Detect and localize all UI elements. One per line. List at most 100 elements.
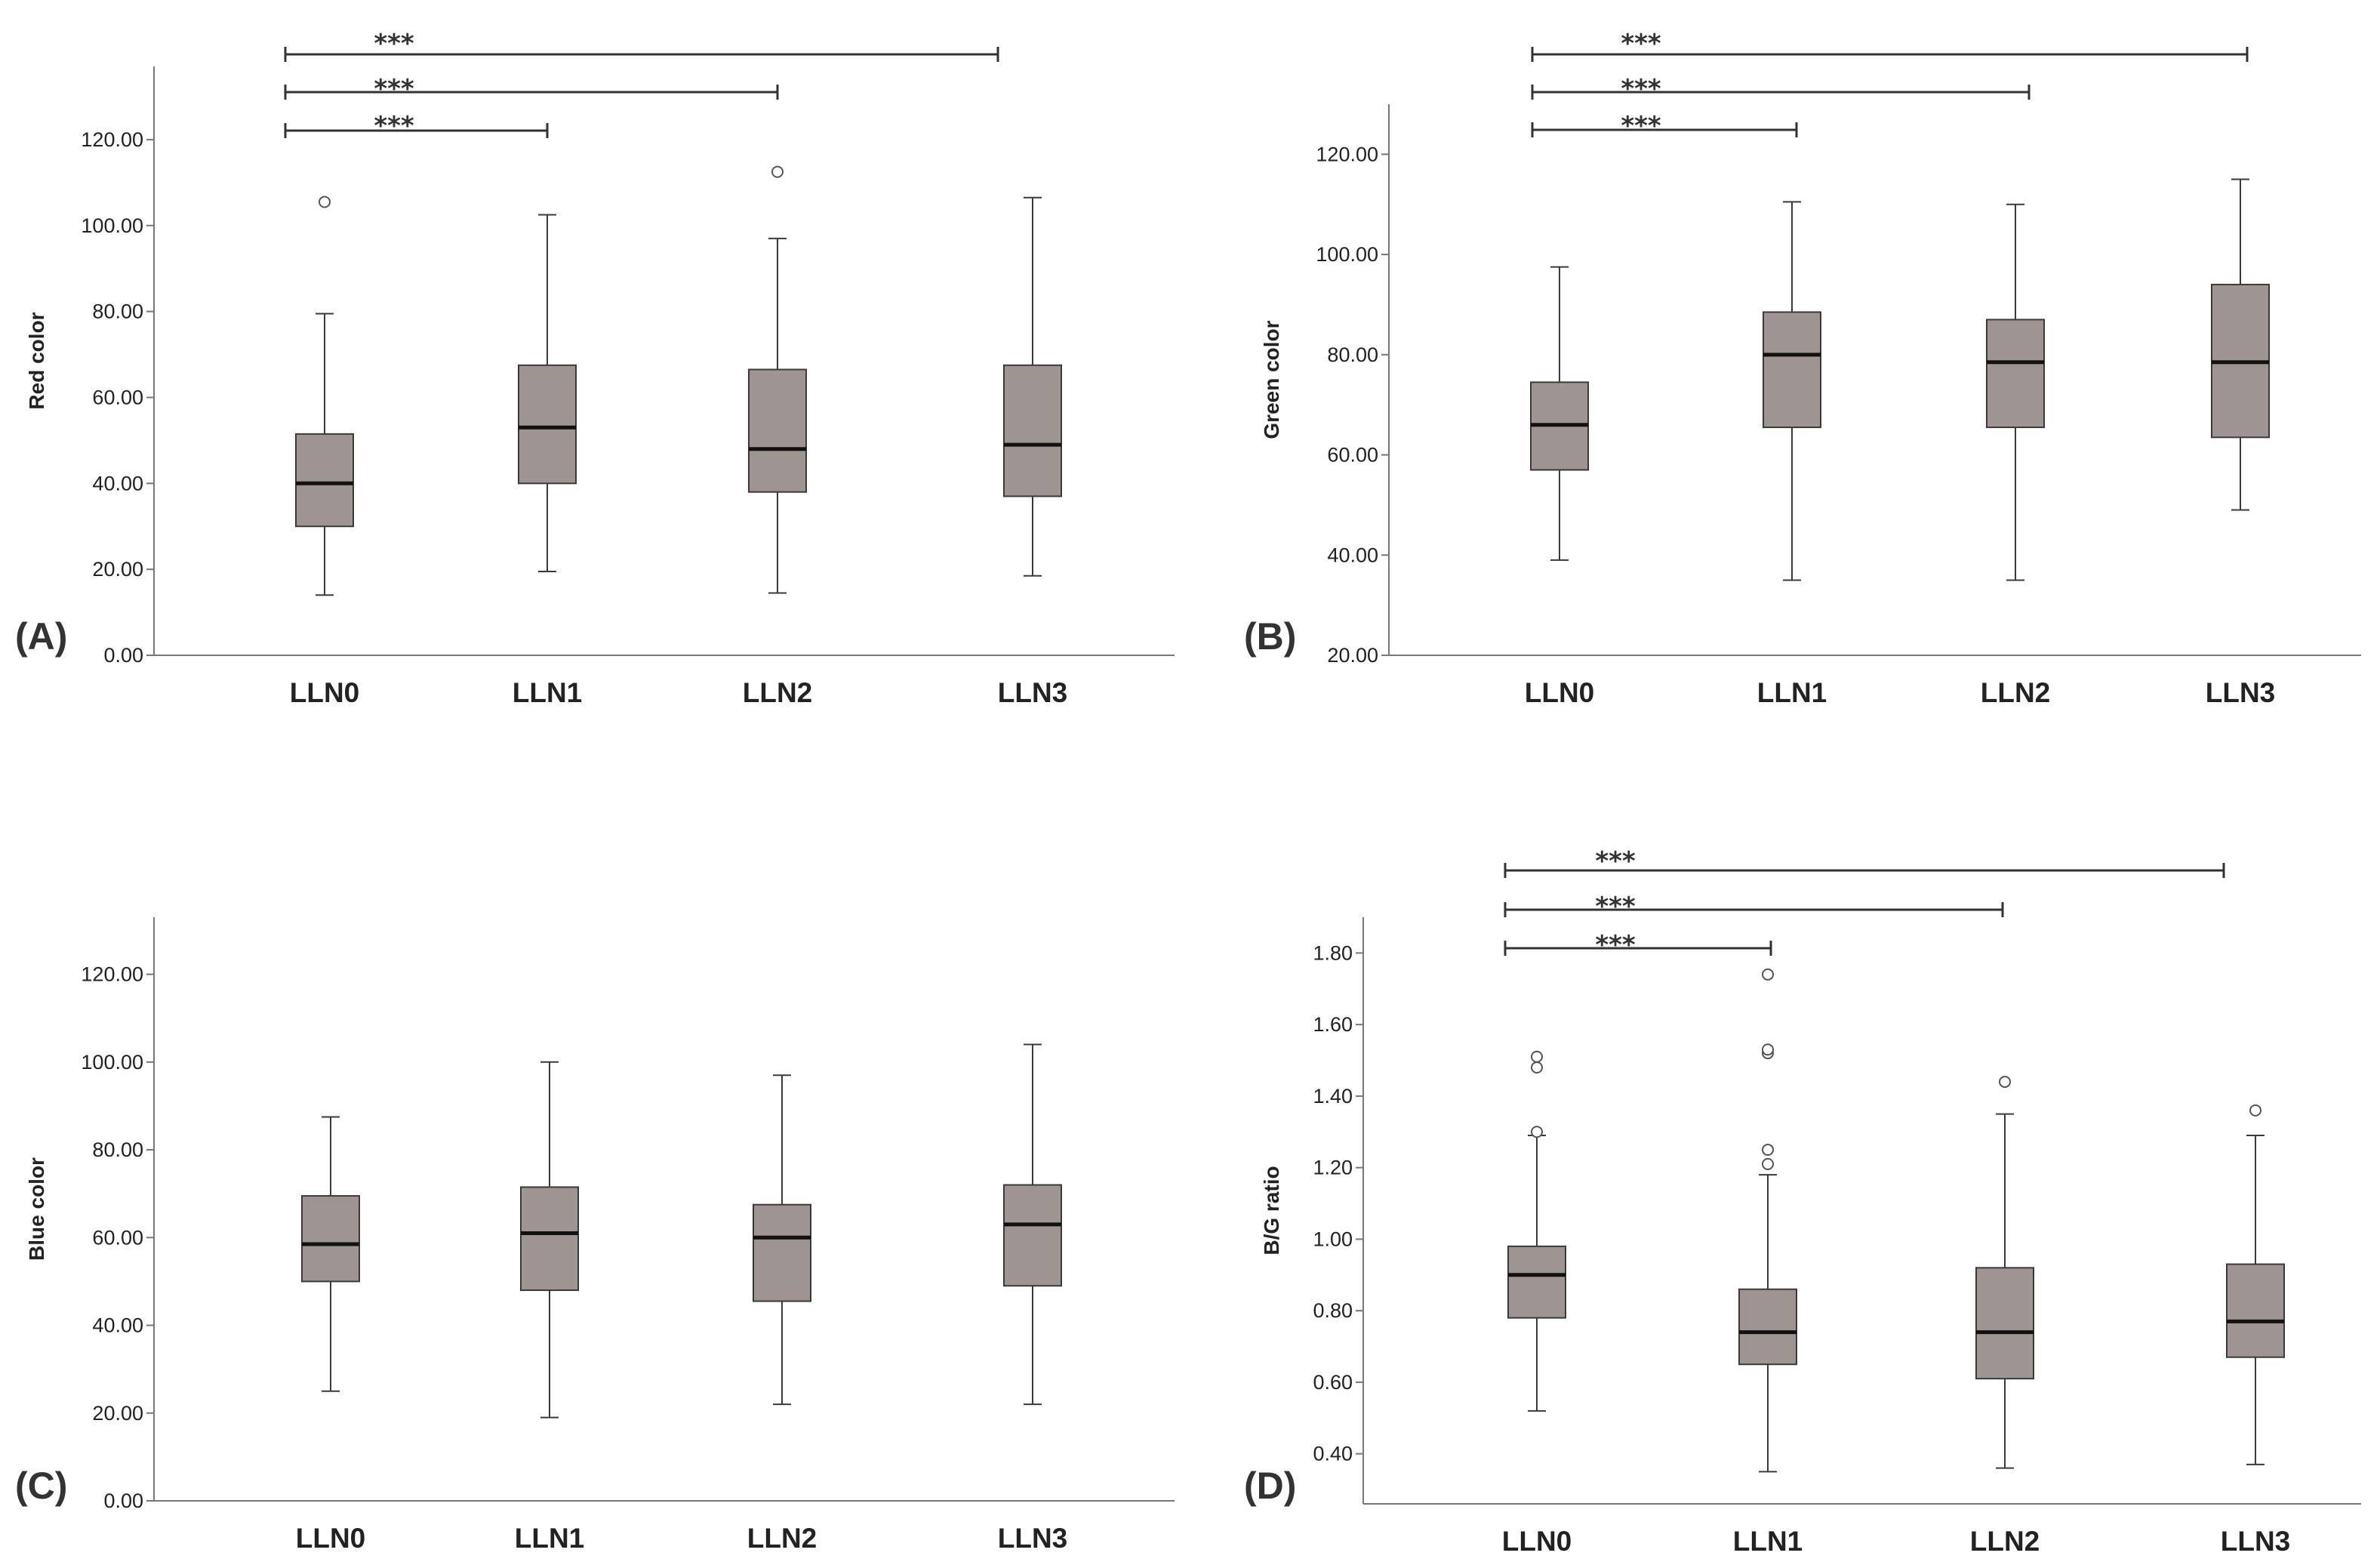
y-axis-label: Blue color <box>25 1157 48 1261</box>
y-tick-label: 0.60 <box>1313 1371 1353 1394</box>
box-lln3 <box>2226 1104 2285 1465</box>
box-lln0 <box>1507 1050 1566 1412</box>
y-tick-label: 40.00 <box>92 1314 143 1337</box>
y-tick-label: 40.00 <box>92 472 143 494</box>
iqr-box <box>301 1195 360 1283</box>
iqr-box <box>1986 319 2045 429</box>
panel-label: (D) <box>1244 1465 1296 1507</box>
x-category-label: LLN1 <box>1733 1526 1803 1557</box>
y-tick-label: 80.00 <box>92 1138 143 1161</box>
panel-a: 0.00 20.00 40.00 60.00 80.00 100.00 120.00 Red … <box>15 29 1175 708</box>
box-lln1 <box>1738 968 1797 1473</box>
y-tick-label: 20.00 <box>1327 644 1378 667</box>
y-tick-label: 120.00 <box>81 128 143 151</box>
x-category-label: LLN1 <box>515 1523 585 1554</box>
box-lln0 <box>1530 266 1589 561</box>
y-tick-label: 60.00 <box>1327 444 1378 467</box>
y-tick-label: 0.00 <box>103 1490 143 1512</box>
significance-label: *** <box>1595 846 1636 876</box>
box-lln2 <box>1986 203 2045 581</box>
y-tick-label: 1.80 <box>1313 941 1353 964</box>
box-lln2 <box>1975 1075 2034 1469</box>
x-category-label: LLN2 <box>743 677 813 708</box>
y-axis-label: Red color <box>25 312 48 409</box>
iqr-box <box>518 364 577 485</box>
iqr-box <box>1003 364 1062 498</box>
y-axis-label: B/G ratio <box>1260 1166 1283 1255</box>
y-tick-label: 20.00 <box>92 1402 143 1425</box>
outlier-point <box>2249 1104 2261 1117</box>
y-tick-label: 0.00 <box>103 644 143 667</box>
y-tick-label: 20.00 <box>92 558 143 581</box>
outlier-point <box>771 165 784 178</box>
outlier-point <box>319 196 331 208</box>
significance-label: *** <box>1595 930 1636 960</box>
y-tick-label: 100.00 <box>81 214 143 237</box>
x-category-label: LLN0 <box>1502 1526 1572 1557</box>
box-lln3 <box>2211 178 2270 511</box>
box-lln0 <box>295 196 354 596</box>
x-category-label: LLN2 <box>747 1523 817 1554</box>
outlier-point <box>1762 1157 1774 1170</box>
significance-label: *** <box>374 111 414 141</box>
iqr-box <box>295 433 354 528</box>
y-tick-label: 40.00 <box>1327 544 1378 566</box>
outlier-point <box>1762 1143 1774 1156</box>
significance-label: *** <box>374 29 414 59</box>
x-category-label: LLN2 <box>1970 1526 2040 1557</box>
iqr-box <box>1763 311 1821 429</box>
box-lln0 <box>301 1116 360 1392</box>
box-lln1 <box>518 214 577 572</box>
y-tick-label: 100.00 <box>81 1051 143 1074</box>
x-category-label: LLN2 <box>1981 677 2051 708</box>
box-lln1 <box>1763 201 1821 581</box>
outlier-point <box>1531 1061 1543 1074</box>
outlier-point <box>1762 1043 1774 1056</box>
x-category-label: LLN0 <box>290 677 360 708</box>
significance-label: *** <box>1621 74 1661 104</box>
significance-bracket: *** <box>1531 74 2031 104</box>
y-axis-label: Green color <box>1260 320 1283 439</box>
iqr-box <box>1738 1288 1797 1366</box>
y-tick-label: 60.00 <box>92 1226 143 1249</box>
x-category-label: LLN0 <box>296 1523 366 1554</box>
panel-label: (C) <box>15 1465 67 1507</box>
iqr-box <box>1975 1267 2034 1380</box>
significance-bracket: *** <box>284 74 779 104</box>
iqr-box <box>753 1203 811 1302</box>
significance-label: *** <box>1595 892 1636 922</box>
box-lln2 <box>748 165 807 594</box>
iqr-box <box>2226 1263 2285 1358</box>
significance-bracket: *** <box>1531 111 1798 141</box>
outlier-point <box>1531 1050 1543 1063</box>
x-category-label: LLN0 <box>1525 677 1595 708</box>
y-tick-label: 80.00 <box>92 300 143 323</box>
significance-label: *** <box>374 74 414 104</box>
significance-bracket: *** <box>1504 892 2004 922</box>
panel-label: (A) <box>15 615 67 658</box>
y-tick-label: 0.80 <box>1313 1299 1353 1322</box>
x-category-label: LLN3 <box>998 1523 1068 1554</box>
iqr-box <box>520 1186 579 1292</box>
outlier-point <box>1762 968 1774 981</box>
y-tick-label: 120.00 <box>81 963 143 986</box>
significance-bracket: *** <box>1504 930 1772 960</box>
outlier-point <box>1999 1075 2011 1088</box>
y-tick-label: 80.00 <box>1327 343 1378 366</box>
panel-d: 0.40 0.60 0.80 1.00 1.20 1.40 1.60 1.80 B/G rati… <box>1244 846 2361 1557</box>
significance-bracket: *** <box>284 29 999 62</box>
y-tick-label: 0.40 <box>1313 1443 1353 1465</box>
significance-label: *** <box>1621 111 1661 141</box>
y-tick-label: 120.00 <box>1316 143 1378 165</box>
y-tick-label: 1.60 <box>1313 1013 1353 1036</box>
box-lln2 <box>753 1074 811 1406</box>
y-tick-label: 100.00 <box>1316 243 1378 266</box>
x-category-label: LLN3 <box>2221 1526 2291 1557</box>
y-tick-label: 60.00 <box>92 386 143 408</box>
significance-bracket: *** <box>1504 846 2225 878</box>
box-lln3 <box>1003 1043 1062 1406</box>
x-category-label: LLN3 <box>998 677 1068 708</box>
x-category-label: LLN3 <box>2206 677 2276 708</box>
box-lln3 <box>1003 196 1062 577</box>
